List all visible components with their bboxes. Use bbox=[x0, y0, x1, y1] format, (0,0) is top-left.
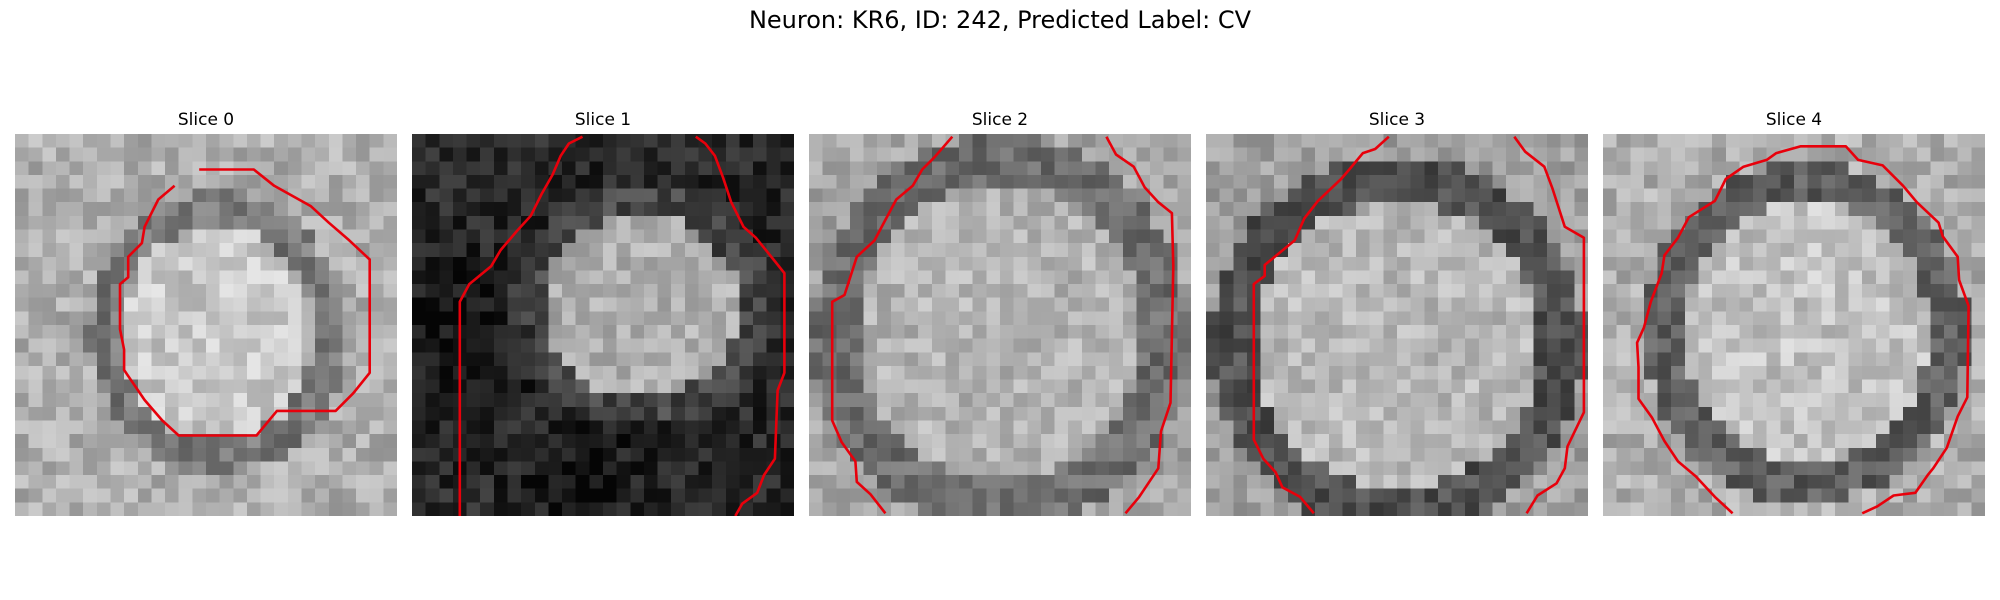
grayscale-pixel-grid bbox=[1206, 134, 1588, 516]
roi-contour-line bbox=[695, 135, 786, 516]
slice-title: Slice 1 bbox=[574, 110, 632, 130]
grayscale-pixel-grid bbox=[809, 134, 1191, 516]
roi-contour-line bbox=[1635, 145, 1970, 515]
roi-contour-line bbox=[1513, 135, 1586, 514]
grayscale-pixel-grid bbox=[412, 134, 794, 516]
roi-contour-line bbox=[118, 168, 372, 437]
roi-contour-line bbox=[1105, 136, 1175, 515]
roi-contour-line bbox=[458, 135, 584, 516]
roi-contour-line bbox=[830, 135, 954, 515]
slice-title: Slice 3 bbox=[1368, 110, 1426, 130]
slice-image bbox=[15, 134, 397, 516]
slice-title: Slice 4 bbox=[1765, 110, 1823, 130]
slice-title: Slice 0 bbox=[177, 110, 235, 130]
slice-image bbox=[1206, 134, 1588, 516]
slice-image bbox=[1603, 134, 1985, 516]
roi-contour-line bbox=[1252, 135, 1390, 515]
slice-image bbox=[412, 134, 794, 516]
grayscale-pixel-grid bbox=[15, 134, 397, 516]
grayscale-pixel-grid bbox=[1603, 134, 1985, 516]
slice-title: Slice 2 bbox=[971, 110, 1029, 130]
slice-image bbox=[809, 134, 1191, 516]
figure-title: Neuron: KR6, ID: 242, Predicted Label: C… bbox=[748, 6, 1252, 34]
